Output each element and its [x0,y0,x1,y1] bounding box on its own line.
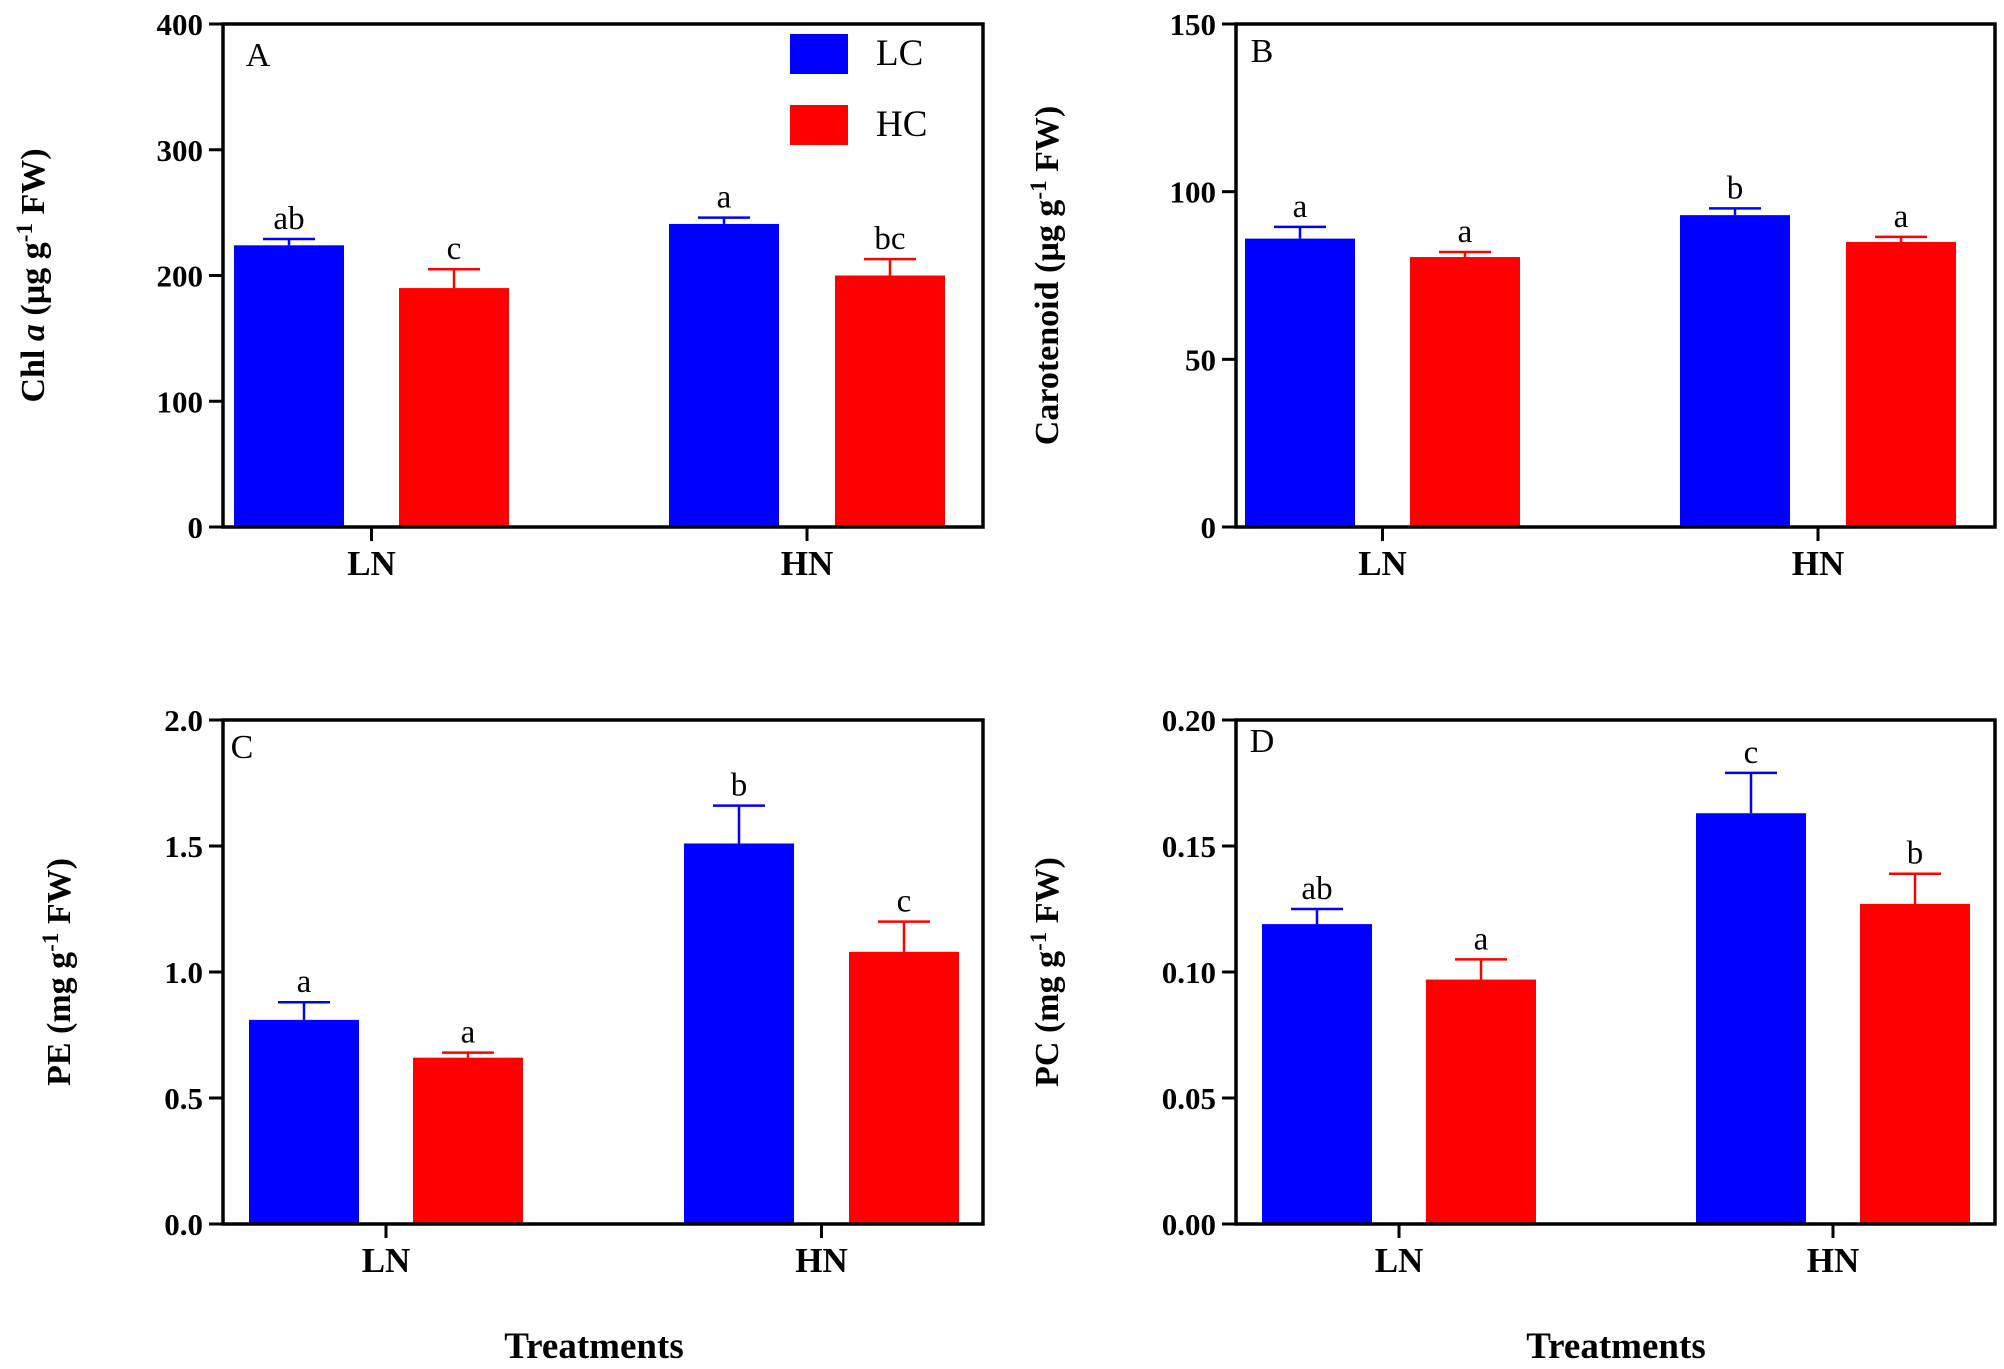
plot-frame [1234,22,1997,529]
y-tick-label: 0.20 [1162,703,1216,738]
y-tick-label: 0.10 [1162,955,1216,990]
error-bar-lc-ln [1274,225,1326,239]
y-tick-label: 100 [157,384,204,419]
bar-lc-ln [249,1019,359,1224]
y-tick-label: 100 [1170,175,1217,210]
error-bar-lc-ln [1291,907,1343,925]
x-axis-title-left: Treatments [504,1326,683,1367]
y-tick-label: 0.00 [1162,1207,1216,1242]
y-tick-label: 200 [157,259,204,294]
y-tick-label: 150 [1170,7,1217,42]
bar-hc-ln [399,288,509,527]
error-bar-hc-ln [1455,958,1507,980]
bar-lc-ln [1262,924,1372,1224]
error-bar-lc-hn [1709,207,1761,216]
error-bar-lc-hn [713,804,765,844]
y-axis-title: Carotenoid (µg g-1 FW) [1026,106,1067,445]
error-bar-hc-ln [442,1051,494,1058]
significance-label: ab [273,201,304,237]
y-tick-label: 0.05 [1162,1081,1216,1116]
significance-label: ab [1301,871,1332,907]
bar-hc-ln [1426,979,1536,1224]
bar-hc-ln [413,1057,523,1224]
error-bar-hc-hn [1875,235,1927,242]
y-axis-title: Chl a (µg g-1 FW) [12,148,53,402]
significance-label: a [1474,921,1489,957]
chart-panel-b: a b a a 0 50 100 150 LN HN B Carotenoid (µg g-1 FW) [1026,7,1997,583]
y-tick-label: 300 [157,133,204,168]
error-bar-lc-ln [278,1000,330,1020]
y-axis-title: PE (mg g-1 FW) [38,858,79,1086]
y-tick-label: 2.0 [164,703,203,738]
legend-swatch-hc [790,105,848,145]
y-axis-title: PC (mg g-1 FW) [1026,857,1067,1087]
bar-hc-hn [1846,241,1956,527]
significance-label: b [1907,836,1924,872]
x-tick-label: LN [362,1241,411,1280]
x-axis-title-right: Treatments [1526,1326,1705,1367]
y-tick-label: 1.5 [164,829,203,864]
error-bar-hc-ln [1439,250,1491,258]
bar-lc-hn [1680,215,1790,527]
significance-label: c [447,231,462,267]
error-bar-lc-hn [1725,771,1777,814]
x-tick-label: HN [795,1241,848,1280]
bar-lc-ln [234,245,344,527]
y-tick-label: 0.0 [164,1207,203,1242]
y-tick-label: 0.15 [1162,829,1216,864]
panel-label: A [246,37,271,74]
panel-label: D [1250,723,1275,760]
y-tick-label: 0 [188,510,204,545]
x-tick-label: LN [1375,1241,1424,1280]
legend-swatch-lc [790,34,848,74]
bar-lc-hn [669,223,779,527]
significance-label: a [1894,199,1909,235]
x-tick-label: LN [347,544,396,583]
y-tick-label: 0 [1201,510,1217,545]
y-tick-label: 0.5 [164,1081,203,1116]
legend-label: HC [876,104,927,145]
bar-lc-ln [1245,238,1355,527]
y-tick-label: 50 [1185,342,1216,377]
bar-hc-hn [1860,903,1970,1224]
x-tick-label: LN [1358,544,1407,583]
x-tick-label: HN [1792,544,1845,583]
significance-label: b [1727,170,1744,206]
panel-label: B [1251,33,1274,70]
significance-label: bc [874,221,905,257]
legend: LC HC [790,33,927,145]
significance-label: a [1458,214,1473,250]
y-tick-label: 1.0 [164,955,203,990]
significance-label: c [897,884,912,920]
significance-label: b [731,768,748,804]
significance-label: a [717,180,732,216]
error-bar-hc-hn [878,920,930,952]
error-bar-lc-hn [698,216,750,224]
bar-lc-hn [1696,813,1806,1224]
bar-lc-hn [684,843,794,1224]
significance-label: c [1744,735,1759,771]
bar-hc-ln [1410,257,1520,527]
bar-hc-hn [849,951,959,1224]
chart-panel-c: a b a c 0.0 0.5 1.0 1.5 2.0 LN HN C PE (mg g-1 FW) [38,703,985,1280]
panel-label: C [231,729,254,766]
error-bar-lc-ln [263,237,315,246]
significance-label: a [1293,189,1308,225]
legend-label: LC [876,33,923,74]
x-tick-label: HN [781,544,834,583]
error-bar-hc-hn [1889,872,1941,904]
bar-hc-hn [835,275,945,527]
significance-label: a [297,964,312,1000]
error-bar-hc-ln [428,267,480,289]
y-tick-label: 400 [157,7,204,42]
significance-label: a [461,1015,476,1051]
error-bar-hc-hn [864,257,916,276]
x-tick-label: HN [1807,1241,1860,1280]
chart-panel-a: ab a c bc 0 100 200 300 400 LN HN A Chl a (µg g-1 FW… [12,7,985,583]
